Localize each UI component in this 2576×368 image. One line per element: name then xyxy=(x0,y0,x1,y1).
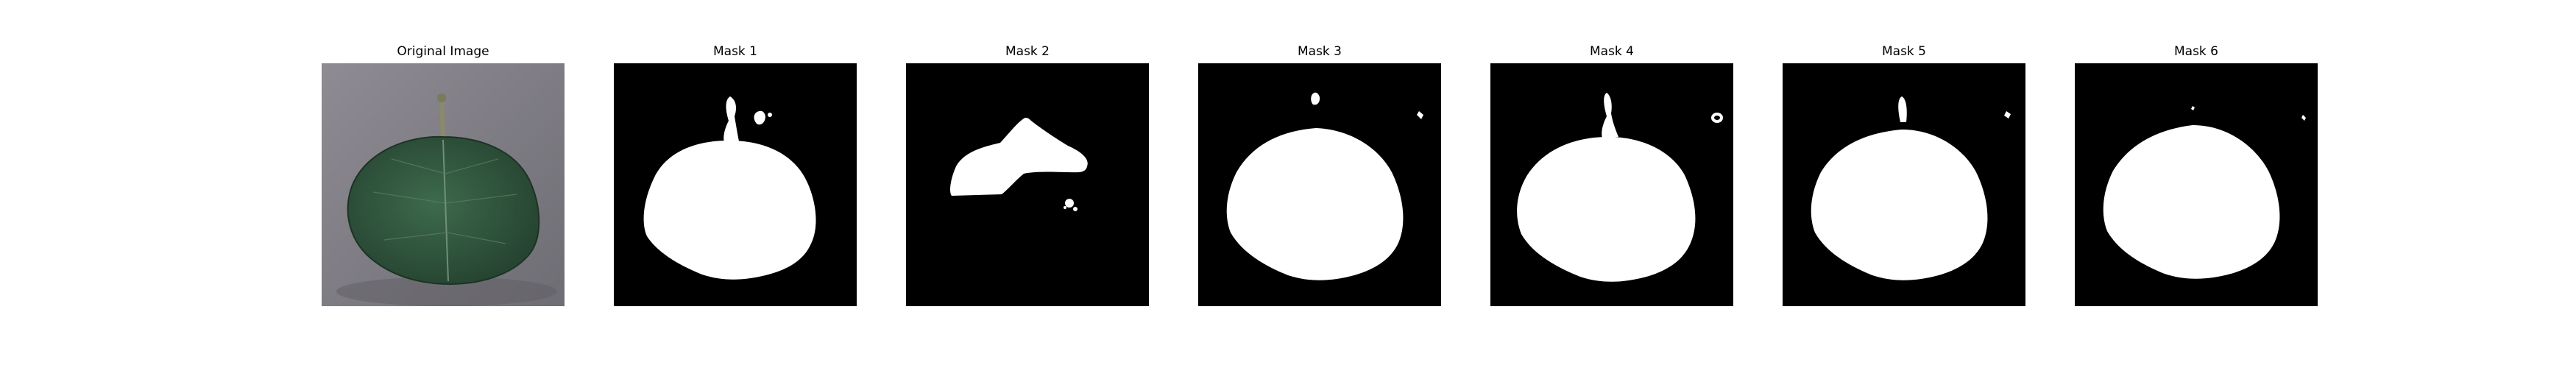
panel-title: Mask 1 xyxy=(712,44,757,59)
panel-title: Mask 4 xyxy=(1589,44,1634,59)
mask-shape xyxy=(906,63,1149,306)
mask-image xyxy=(2075,63,2318,306)
panel-title: Original Image xyxy=(397,44,489,59)
mask-shape xyxy=(1490,63,1733,306)
panel-title: Mask 3 xyxy=(1297,44,1342,59)
panel-title: Mask 6 xyxy=(2173,44,2218,59)
mask-shape xyxy=(1198,63,1441,306)
mask-image xyxy=(1783,63,2025,306)
mask-shape xyxy=(2075,63,2318,306)
panel-title: Mask 2 xyxy=(1005,44,1050,59)
panel-title: Mask 5 xyxy=(1881,44,1926,59)
mask-shape xyxy=(1783,63,2025,306)
original-leaf-photo xyxy=(322,63,565,306)
mask-image xyxy=(1490,63,1733,306)
mask-image xyxy=(906,63,1149,306)
mask-shape xyxy=(614,63,857,306)
leaf-photo-graphic xyxy=(322,63,565,306)
mask-image xyxy=(1198,63,1441,306)
mask-image xyxy=(614,63,857,306)
